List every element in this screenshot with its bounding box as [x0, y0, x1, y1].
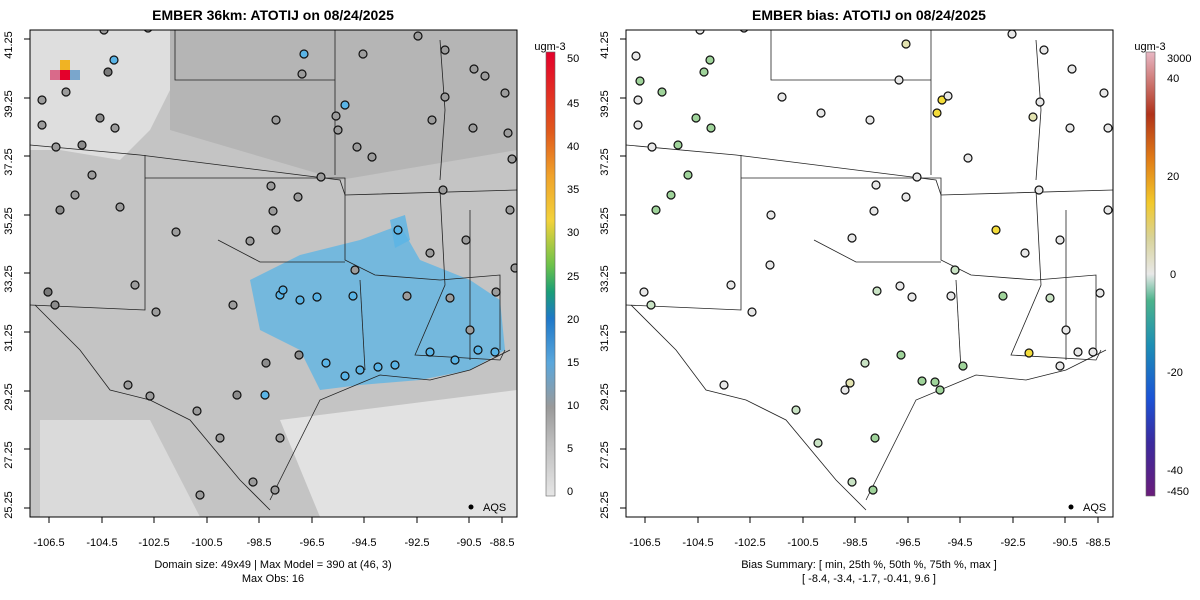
right-cbar-tick: -20 [1167, 367, 1183, 379]
left-cbar-tick: 10 [567, 400, 579, 412]
left-y-axis: 41.25 39.25 37.25 35.25 33.25 31.25 29.2… [3, 31, 15, 519]
left-x-tick: -88.5 [489, 537, 514, 549]
left-y-tick: 37.25 [3, 148, 15, 176]
right-x-tick: -90.5 [1052, 537, 1077, 549]
left-state-borders [30, 30, 517, 511]
left-cbar-tick: 25 [567, 271, 579, 283]
right-x-tick: -104.5 [682, 537, 713, 549]
left-y-tick: 41.25 [3, 31, 15, 59]
right-cbar-tick: -450 [1167, 486, 1189, 498]
right-legend-label: AQS [1083, 502, 1106, 514]
left-footer-max-obs: Max Obs: 16 [242, 573, 304, 585]
left-x-tick: -98.5 [246, 537, 271, 549]
left-x-tick: -94.5 [351, 537, 376, 549]
left-cbar-tick: 40 [567, 141, 579, 153]
left-y-tick: 27.25 [3, 441, 15, 469]
max-model-cell [60, 70, 70, 80]
left-x-tick: -104.5 [86, 537, 117, 549]
left-x-axis: -106.5 -104.5 -102.5 -100.5 -98.5 -96.5 … [33, 537, 514, 549]
left-x-tick: -102.5 [138, 537, 169, 549]
right-x-tick: -98.5 [842, 537, 867, 549]
right-y-tick: 31.25 [599, 324, 611, 352]
left-x-tick: -90.5 [456, 537, 481, 549]
left-cbar-tick: 5 [567, 443, 573, 455]
right-footer-bias-header: Bias Summary: [ min, 25th %, 50th %, 75t… [741, 559, 997, 571]
left-x-tick: -96.5 [299, 537, 324, 549]
right-cbar-tick: 20 [1167, 171, 1179, 183]
left-map-background [30, 30, 517, 517]
right-colorbar-ticks: 3000 40 20 0 -20 -40 -450 [1167, 53, 1191, 498]
right-cbar-tick: 3000 [1167, 53, 1191, 65]
right-obs-points [631, 30, 1113, 495]
right-cbar-tick: 0 [1170, 269, 1176, 281]
left-y-tick: 39.25 [3, 90, 15, 118]
left-cbar-tick: 35 [567, 184, 579, 196]
right-y-tick: 41.25 [599, 31, 611, 59]
left-y-tick: 25.25 [3, 491, 15, 519]
right-x-tick: -100.5 [787, 537, 818, 549]
right-y-tick: 29.25 [599, 383, 611, 411]
left-cbar-tick: 30 [567, 227, 579, 239]
right-panel-title: EMBER bias: ATOTIJ on 08/24/2025 [752, 7, 986, 23]
right-state-borders [626, 30, 1113, 511]
right-x-tick: -106.5 [629, 537, 660, 549]
left-panel-title: EMBER 36km: ATOTIJ on 08/24/2025 [152, 7, 394, 23]
left-cbar-tick: 15 [567, 357, 579, 369]
left-cbar-tick: 50 [567, 53, 579, 65]
left-x-tick: -106.5 [33, 537, 64, 549]
right-colorbar [1145, 51, 1156, 497]
left-y-tick: 33.25 [3, 265, 15, 293]
blue-plume [250, 225, 505, 390]
right-footer-bias-values: [ -8.4, -3.4, -1.7, -0.41, 9.6 ] [802, 573, 936, 585]
right-x-tick: -92.5 [1000, 537, 1025, 549]
right-x-axis: -106.5 -104.5 -102.5 -100.5 -98.5 -96.5 … [629, 537, 1110, 549]
right-cbar-tick: -40 [1167, 465, 1183, 477]
right-x-tick: -102.5 [734, 537, 765, 549]
left-colorbar [545, 51, 556, 497]
left-y-tick: 35.25 [3, 207, 15, 235]
right-y-tick: 35.25 [599, 207, 611, 235]
left-obs-points [37, 30, 517, 500]
right-x-tick: -94.5 [947, 537, 972, 549]
left-colorbar-unit: ugm-3 [534, 41, 565, 53]
left-cbar-tick: 45 [567, 98, 579, 110]
left-footer-domain: Domain size: 49x49 | Max Model = 390 at … [154, 559, 391, 571]
left-y-tick: 31.25 [3, 324, 15, 352]
right-y-tick: 25.25 [599, 491, 611, 519]
left-colorbar-ticks: 0 5 10 15 20 25 30 35 40 45 50 [567, 53, 579, 498]
right-y-tick: 27.25 [599, 441, 611, 469]
right-cbar-tick: 40 [1167, 73, 1179, 85]
left-x-tick: -100.5 [191, 537, 222, 549]
left-y-tick: 29.25 [3, 383, 15, 411]
right-colorbar-unit: ugm-3 [1134, 41, 1165, 53]
left-cbar-tick: 0 [567, 486, 573, 498]
right-y-axis: 41.25 39.25 37.25 35.25 33.25 31.25 29.2… [599, 31, 611, 519]
left-x-tick: -92.5 [404, 537, 429, 549]
right-y-tick: 39.25 [599, 90, 611, 118]
right-y-tick: 37.25 [599, 148, 611, 176]
right-x-tick: -88.5 [1085, 537, 1110, 549]
left-legend-label: AQS [483, 502, 506, 514]
left-cbar-tick: 20 [567, 314, 579, 326]
right-y-tick: 33.25 [599, 265, 611, 293]
right-x-tick: -96.5 [895, 537, 920, 549]
